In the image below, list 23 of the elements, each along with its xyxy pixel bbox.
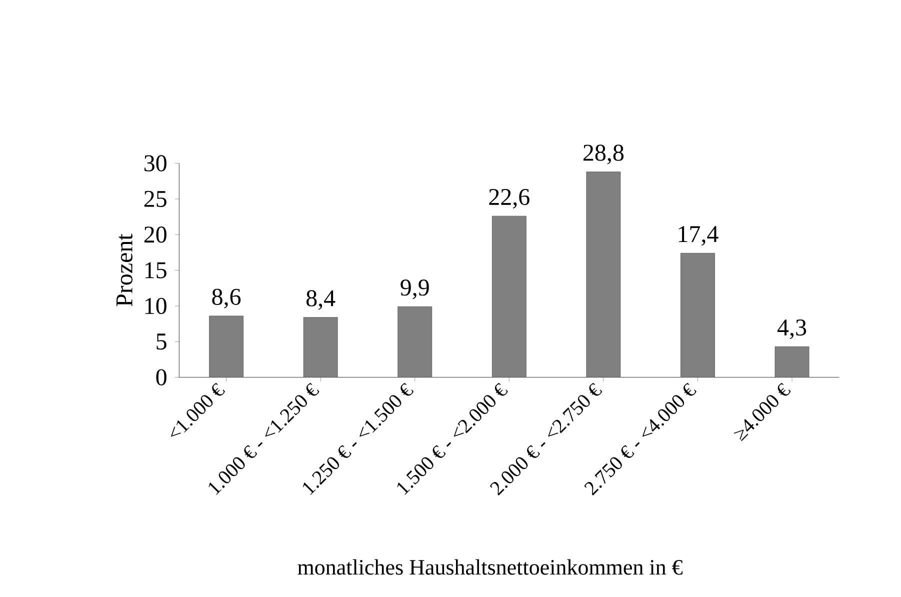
- data-label: 17,4: [678, 226, 718, 246]
- data-label: 8,4: [306, 290, 336, 310]
- data-label: 9,9: [400, 280, 429, 300]
- y-tick-label: 20: [144, 226, 166, 243]
- data-label: 22,6: [489, 188, 530, 209]
- x-axis-title: monatliches Haushaltsnettoeinkommen in €: [298, 559, 682, 575]
- bar: [209, 316, 244, 378]
- y-tick-label: 0: [156, 369, 166, 386]
- y-tick-label: 15: [145, 262, 166, 278]
- data-label: 8,6: [212, 288, 241, 308]
- y-tick-label: 25: [144, 190, 166, 208]
- y-tick-label: 10: [145, 298, 166, 314]
- bar: [492, 216, 526, 378]
- y-tick-label: 30: [144, 155, 166, 172]
- bar: [303, 317, 338, 378]
- data-label: 4,3: [777, 320, 806, 340]
- bar: [398, 306, 432, 378]
- bar: [774, 346, 810, 378]
- y-tick-label: 5: [156, 334, 166, 350]
- data-label: 28,8: [583, 144, 624, 164]
- bar: [680, 252, 715, 378]
- y-axis-title: Prozent: [116, 234, 132, 306]
- bar: [586, 172, 621, 378]
